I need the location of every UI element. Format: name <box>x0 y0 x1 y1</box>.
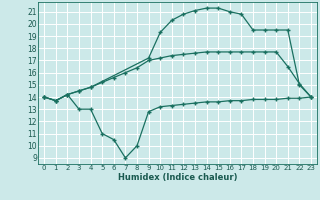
X-axis label: Humidex (Indice chaleur): Humidex (Indice chaleur) <box>118 173 237 182</box>
